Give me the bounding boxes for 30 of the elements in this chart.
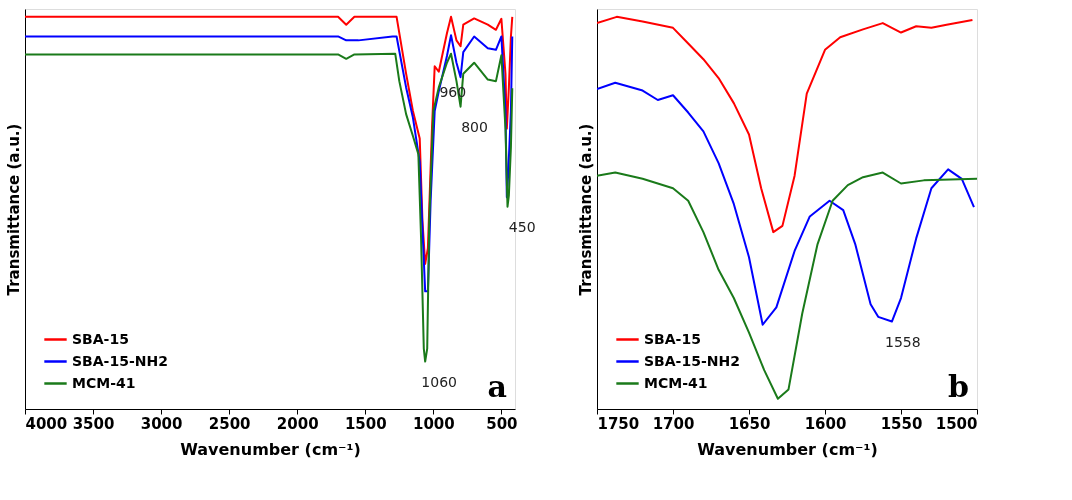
annotation: 800 [461, 118, 488, 135]
annotation: b [948, 369, 969, 404]
legend-label: SBA-15 [644, 330, 701, 347]
legend-label: MCM-41 [72, 374, 136, 391]
x-tick-label: 2000 [276, 414, 319, 433]
x-tick-label: 1600 [804, 414, 847, 433]
x-tick-label: 1750 [597, 414, 640, 433]
x-axis-title: Wavenumber (cm⁻¹) [697, 439, 878, 459]
x-tick-label: 1000 [412, 414, 455, 433]
x-tick-label: 1500 [344, 414, 387, 433]
legend-label: SBA-15-NH2 [644, 352, 740, 369]
x-tick-label: 1500 [935, 414, 978, 433]
annotation: 1060 [421, 373, 457, 390]
y-axis-title: Transmittance (a.u.) [576, 123, 595, 296]
x-tick-label: 2500 [208, 414, 251, 433]
y-axis-title: Transmittance (a.u.) [4, 123, 23, 296]
annotation: 450 [508, 218, 536, 235]
x-tick-label: 1550 [880, 414, 923, 433]
x-axis-title: Wavenumber (cm⁻¹) [180, 439, 361, 459]
x-tick-label: 1700 [652, 414, 695, 433]
x-tick-label: 3500 [72, 414, 115, 433]
x-tick-label: 3000 [140, 414, 183, 433]
x-tick-label: 500 [486, 414, 518, 433]
x-tick-label: 1650 [728, 414, 771, 433]
annotation: a [487, 369, 507, 404]
legend-label: MCM-41 [644, 374, 708, 391]
legend-label: SBA-15 [72, 330, 129, 347]
x-tick-label: 4000 [25, 414, 68, 433]
legend-label: SBA-15-NH2 [72, 352, 168, 369]
annotation: 1558 [885, 333, 921, 350]
